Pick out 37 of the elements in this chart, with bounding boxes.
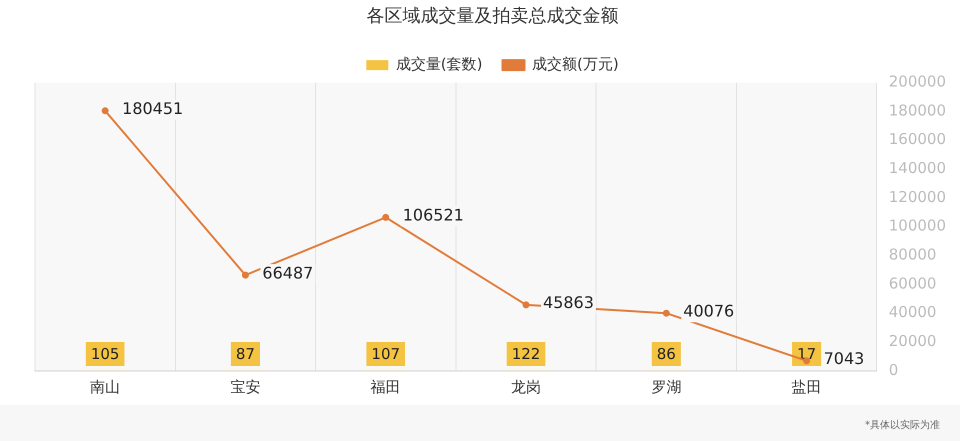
x-tick-label: 福田: [370, 378, 401, 396]
point: [242, 272, 249, 279]
point: [662, 310, 670, 317]
point: [522, 301, 530, 308]
data-label: 106521: [402, 206, 464, 225]
data-label: 7043: [824, 349, 864, 368]
x-tick-label: 南山: [90, 378, 120, 396]
data-label: 105: [90, 344, 120, 363]
data-label: 122: [512, 344, 540, 363]
y-tick-label: 40000: [888, 303, 936, 322]
x-tick-label: 龙岗: [511, 378, 542, 396]
data-label: 180451: [122, 98, 184, 118]
x-tick-label: 盐田: [792, 378, 822, 396]
y-tick-label: 60000: [888, 274, 936, 292]
data-label: 87: [236, 344, 255, 363]
data-label: 45863: [543, 293, 594, 312]
chart-title: 各区域成交量及拍卖总成交金额: [366, 5, 618, 26]
data-label: 86: [656, 344, 676, 363]
point: [382, 214, 390, 221]
legend-label: 成交量(套数): [396, 54, 483, 73]
x-tick-label: 罗湖: [651, 378, 682, 396]
text: *具体以实际为准: [865, 418, 940, 432]
x-tick-label: 宝安: [230, 378, 260, 396]
point: [102, 107, 109, 114]
legend-label: 成交额(万元): [532, 54, 619, 73]
y-tick-label: 80000: [888, 246, 936, 264]
y-tick-label: 20000: [888, 332, 936, 350]
y-tick-label: 160000: [888, 130, 946, 148]
y-tick-label: 120000: [888, 188, 946, 206]
data-label: 107: [371, 344, 400, 363]
y-tick-label: 100000: [888, 216, 946, 235]
y-tick-label: 180000: [888, 101, 946, 120]
y-tick-label: 140000: [888, 159, 946, 178]
y-tick-label: 0: [888, 360, 898, 379]
data-label: 66487: [262, 263, 314, 282]
y-tick-label: 200000: [888, 72, 946, 90]
data-label: 40076: [683, 301, 734, 320]
